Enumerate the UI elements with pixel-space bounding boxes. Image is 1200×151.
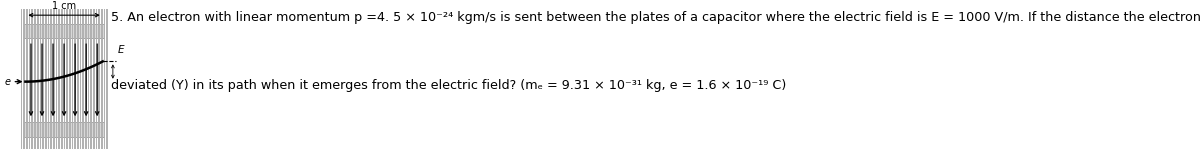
Text: deviated (Y) in its path when it emerges from the electric field? (mₑ = 9.31 × 1: deviated (Y) in its path when it emerges… [112, 79, 786, 92]
Bar [24, 122, 104, 137]
Text: 1 cm: 1 cm [52, 1, 76, 11]
Text: 5. An electron with linear momentum p =4. 5 × 10⁻²⁴ kgm/s is sent between the pl: 5. An electron with linear momentum p =4… [112, 11, 1200, 24]
Text: E: E [118, 45, 124, 55]
Text: e: e [5, 77, 11, 87]
Bar [24, 24, 104, 38]
